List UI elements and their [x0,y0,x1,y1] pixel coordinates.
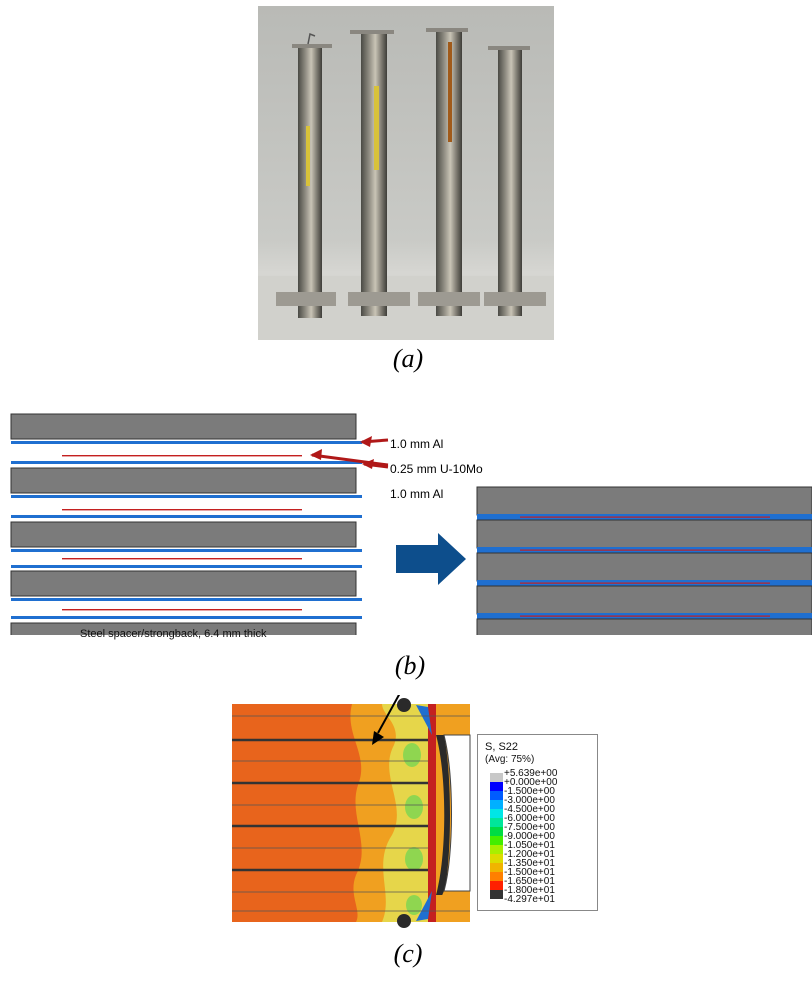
legend-swatch [490,791,503,800]
legend-swatch [490,782,503,791]
legend-value: -4.297e+01 [504,894,555,905]
legend-value: -1.650e+01 [504,876,555,887]
legend-value: -4.500e+00 [504,804,555,815]
stack-after-bonding [476,486,812,648]
callout-arrows [310,436,389,469]
legend-swatch [490,827,503,836]
panel-c-fea [232,692,472,932]
label-al-bottom: 1.0 mm Al [390,487,444,501]
legend-swatch [490,881,503,890]
caption-b: (b) [394,651,426,680]
legend-value: -3.000e+00 [504,795,555,806]
pointer-arrow-icon [372,692,401,745]
legend-value: -1.050e+01 [504,840,555,851]
legend-value: +0.000e+00 [504,777,558,788]
legend-swatch [490,845,503,854]
panel-a-photo [258,6,554,340]
legend-subtitle: (Avg: 75%) [485,754,535,765]
legend-swatch [490,836,503,845]
process-arrow-icon [396,533,466,585]
legend-swatch [490,890,503,899]
legend-value: -1.200e+01 [504,849,555,860]
legend-swatch [490,800,503,809]
plate-2 [348,30,410,316]
legend-swatch [490,872,503,881]
legend-title: S, S22 [485,741,519,753]
photo-fuel-plates [258,6,554,340]
legend-value: -6.000e+00 [504,813,555,824]
label-spacer: Steel spacer/strongback, 6.4 mm thick [80,628,267,640]
caption-c: (c) [393,939,423,968]
legend-swatch [490,863,503,872]
legend-swatch [490,773,503,782]
legend-swatch [490,818,503,827]
stress-contour-plot [232,692,472,932]
legend-value: -1.800e+01 [504,885,555,896]
legend-value: -7.500e+00 [504,822,555,833]
label-al-top: 1.0 mm Al [390,437,444,451]
contour-legend: S, S22 (Avg: 75%) +5.639e+00 +0.000e+00 -1… [477,734,598,911]
plate-1 [276,32,336,318]
legend-swatch [490,854,503,863]
plate-4 [484,46,546,316]
legend-value: -9.000e+00 [504,831,555,842]
legend-swatch [490,809,503,818]
legend-value: +5.639e+00 [504,768,558,779]
legend-value: -1.500e+01 [504,867,555,878]
legend-value: -1.500e+00 [504,786,555,797]
plate-3 [418,28,480,316]
stack-before-bonding [10,413,362,650]
caption-a: (a) [392,344,424,373]
label-u10mo: 0.25 mm U-10Mo [390,462,483,476]
legend-value: -1.350e+01 [504,858,555,869]
